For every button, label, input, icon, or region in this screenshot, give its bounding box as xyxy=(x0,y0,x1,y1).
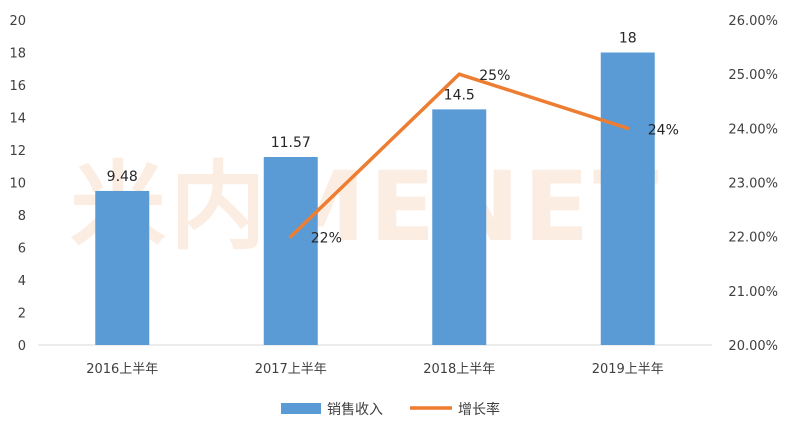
right-tick-label: 23.00% xyxy=(728,177,778,192)
left-tick-label: 14 xyxy=(9,112,26,127)
line-data-label: 24% xyxy=(648,122,679,138)
bar-data-label: 14.5 xyxy=(444,87,475,103)
left-tick-label: 0 xyxy=(18,339,26,354)
x-axis: 2016上半年 2017上半年 2018上半年 2019上半年 xyxy=(86,362,664,377)
bar xyxy=(263,156,318,345)
left-tick-label: 2 xyxy=(18,307,26,322)
left-axis: 0 2 4 6 8 10 12 14 16 18 20 xyxy=(9,14,26,354)
bar xyxy=(600,52,655,345)
line-data-label: 25% xyxy=(479,68,510,84)
watermark: 米内MENET xyxy=(70,151,663,263)
bar-data-label: 11.57 xyxy=(271,135,311,151)
right-axis: 20.00% 21.00% 22.00% 23.00% 24.00% 25.00% 26.0… xyxy=(728,14,778,354)
left-tick-label: 8 xyxy=(18,209,26,224)
line-point xyxy=(457,72,461,76)
x-tick-label: 2017上半年 xyxy=(255,362,327,377)
line-series xyxy=(289,72,630,239)
right-tick-label: 26.00% xyxy=(728,14,778,29)
left-tick-label: 16 xyxy=(9,79,26,94)
line-data-label: 22% xyxy=(311,231,342,247)
bar-data-label: 18 xyxy=(619,31,637,47)
bar-data-label: 9.48 xyxy=(107,169,138,185)
bar xyxy=(432,109,487,345)
x-tick-label: 2019上半年 xyxy=(592,362,664,377)
right-tick-label: 21.00% xyxy=(728,285,778,300)
legend: 销售收入 增长率 xyxy=(281,401,500,418)
right-tick-label: 20.00% xyxy=(728,339,778,354)
left-tick-label: 18 xyxy=(9,47,26,62)
legend-label-bar: 销售收入 xyxy=(327,402,383,418)
line-point xyxy=(289,235,293,239)
legend-label-line: 增长率 xyxy=(458,401,500,418)
legend-swatch-bar xyxy=(281,403,321,414)
bar xyxy=(95,190,150,345)
data-labels: 9.48 11.57 14.5 18 22% 25% 24% xyxy=(107,31,679,247)
left-tick-label: 12 xyxy=(9,144,26,159)
right-tick-label: 25.00% xyxy=(728,68,778,83)
line-point xyxy=(626,126,630,130)
left-tick-label: 6 xyxy=(18,242,26,257)
left-tick-label: 20 xyxy=(9,14,26,29)
x-tick-label: 2016上半年 xyxy=(86,362,158,377)
left-tick-label: 4 xyxy=(18,274,26,289)
right-tick-label: 22.00% xyxy=(728,231,778,246)
left-tick-label: 10 xyxy=(9,177,26,192)
x-tick-label: 2018上半年 xyxy=(423,362,495,377)
bar-series xyxy=(95,52,655,345)
right-tick-label: 24.00% xyxy=(728,122,778,137)
